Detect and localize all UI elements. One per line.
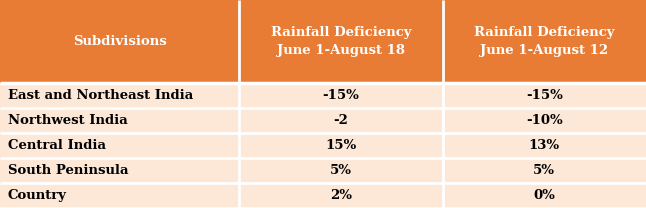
- Bar: [239, 183, 443, 208]
- Bar: [239, 158, 443, 183]
- Text: -15%: -15%: [526, 89, 563, 102]
- Text: Subdivisions: Subdivisions: [72, 35, 167, 48]
- Bar: [0, 83, 239, 108]
- Bar: [239, 133, 443, 158]
- Bar: [443, 83, 646, 108]
- Bar: [0, 0, 239, 83]
- Text: Rainfall Deficiency
June 1-August 18: Rainfall Deficiency June 1-August 18: [271, 26, 411, 57]
- Text: 0%: 0%: [534, 189, 555, 202]
- Bar: [443, 158, 646, 183]
- Text: Country: Country: [8, 189, 67, 202]
- Text: 15%: 15%: [325, 139, 357, 152]
- Text: 2%: 2%: [329, 189, 352, 202]
- Bar: [0, 183, 239, 208]
- Bar: [0, 133, 239, 158]
- Text: -10%: -10%: [526, 114, 563, 127]
- Text: 13%: 13%: [528, 139, 560, 152]
- Bar: [443, 0, 646, 83]
- Bar: [239, 0, 443, 83]
- Text: 5%: 5%: [329, 164, 352, 177]
- Text: Rainfall Deficiency
June 1-August 12: Rainfall Deficiency June 1-August 12: [474, 26, 614, 57]
- Text: South Peninsula: South Peninsula: [8, 164, 129, 177]
- Bar: [239, 83, 443, 108]
- Bar: [443, 108, 646, 133]
- Bar: [239, 108, 443, 133]
- Text: Central India: Central India: [8, 139, 106, 152]
- Text: Northwest India: Northwest India: [8, 114, 127, 127]
- Bar: [443, 133, 646, 158]
- Text: -2: -2: [333, 114, 348, 127]
- Bar: [0, 158, 239, 183]
- Text: -15%: -15%: [322, 89, 359, 102]
- Text: 5%: 5%: [533, 164, 556, 177]
- Bar: [443, 183, 646, 208]
- Bar: [0, 108, 239, 133]
- Text: East and Northeast India: East and Northeast India: [8, 89, 193, 102]
